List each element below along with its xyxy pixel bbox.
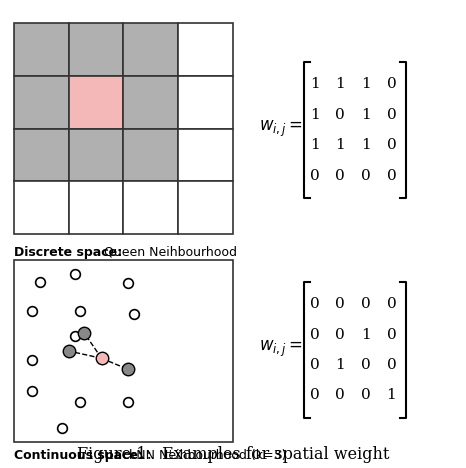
Bar	[123, 76, 178, 129]
Bar	[178, 129, 233, 181]
Text: 1: 1	[361, 77, 370, 91]
Text: 0: 0	[361, 388, 370, 402]
Bar	[14, 76, 69, 129]
Text: 1: 1	[336, 138, 345, 152]
Bar	[123, 181, 178, 234]
Text: 1: 1	[310, 138, 319, 152]
Text: 0: 0	[336, 108, 345, 122]
Text: 1: 1	[387, 388, 396, 402]
Bar	[69, 23, 123, 76]
Text: 0: 0	[361, 168, 370, 183]
Text: 1: 1	[361, 328, 370, 342]
Text: 1: 1	[361, 108, 370, 122]
Bar	[14, 260, 233, 442]
Text: kNN Neihbourhood (k=3): kNN Neihbourhood (k=3)	[125, 449, 286, 462]
Bar	[123, 23, 178, 76]
Text: 0: 0	[387, 77, 396, 91]
Text: 0: 0	[361, 358, 370, 372]
Text: 1: 1	[361, 138, 370, 152]
Text: Continuous space:: Continuous space:	[14, 449, 143, 462]
Bar	[123, 129, 178, 181]
Text: 0: 0	[310, 168, 319, 183]
Text: Discrete space:: Discrete space:	[14, 246, 122, 259]
Text: 1: 1	[336, 77, 345, 91]
Text: 0: 0	[387, 108, 396, 122]
Text: 0: 0	[361, 297, 370, 311]
Bar	[14, 23, 69, 76]
Text: 1: 1	[310, 108, 319, 122]
Bar	[14, 129, 69, 181]
Text: Figure 1:  Examples for spatial weight: Figure 1: Examples for spatial weight	[77, 446, 389, 463]
Text: $w_{i,j}=$: $w_{i,j}=$	[259, 118, 302, 139]
Bar	[69, 129, 123, 181]
Text: 0: 0	[336, 297, 345, 311]
Text: Queen Neihbourhood: Queen Neihbourhood	[100, 246, 237, 259]
Text: 0: 0	[387, 168, 396, 183]
Text: 0: 0	[310, 297, 319, 311]
Bar	[69, 76, 123, 129]
Text: 0: 0	[387, 138, 396, 152]
Text: 0: 0	[387, 297, 396, 311]
Bar	[69, 181, 123, 234]
Text: 0: 0	[310, 388, 319, 402]
Text: 1: 1	[336, 358, 345, 372]
Text: 0: 0	[336, 328, 345, 342]
Text: 0: 0	[387, 358, 396, 372]
Text: 0: 0	[387, 328, 396, 342]
Text: 0: 0	[310, 358, 319, 372]
Bar	[178, 23, 233, 76]
Text: 0: 0	[336, 168, 345, 183]
Bar	[14, 181, 69, 234]
Text: 1: 1	[310, 77, 319, 91]
Text: 0: 0	[336, 388, 345, 402]
Text: $w_{i,j}=$: $w_{i,j}=$	[259, 338, 302, 359]
Bar	[178, 76, 233, 129]
Bar	[178, 181, 233, 234]
Text: 0: 0	[310, 328, 319, 342]
